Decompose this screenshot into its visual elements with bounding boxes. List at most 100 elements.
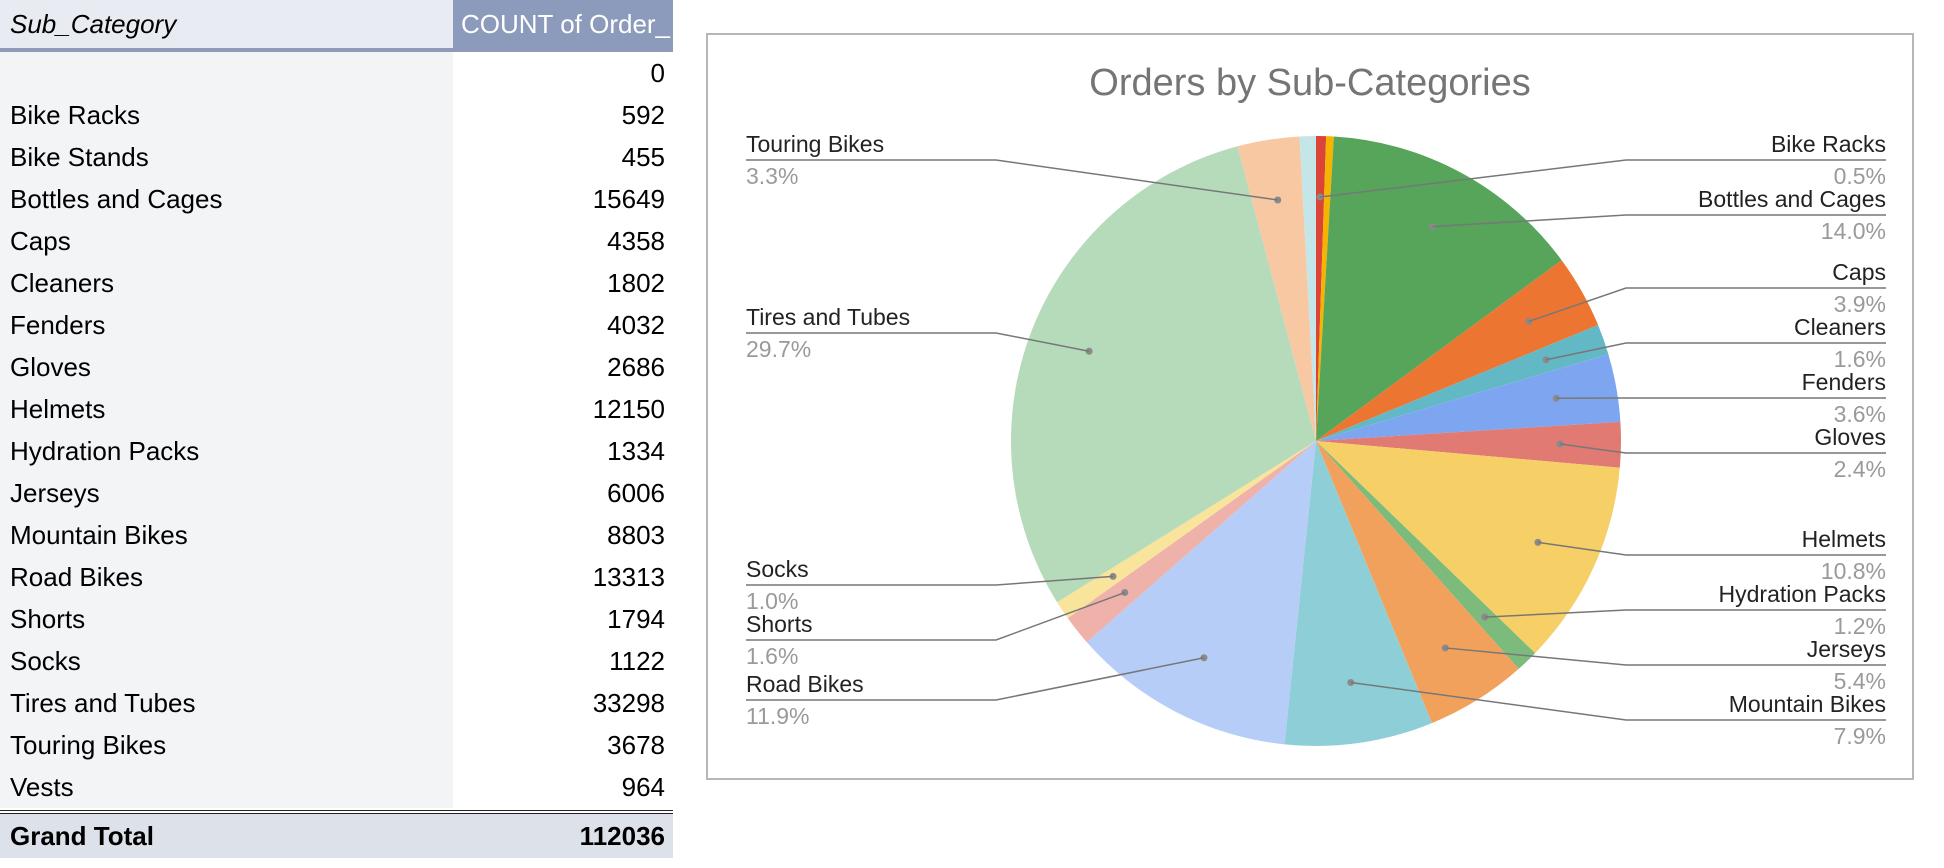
pie-slice-bike-stands[interactable]	[1316, 136, 1334, 442]
row-label-cell[interactable]: Socks	[0, 640, 453, 682]
header-count-of-order[interactable]: COUNT of Order_	[453, 0, 673, 48]
slice-label-name: Gloves	[1814, 424, 1886, 450]
row-label-cell[interactable]: Bike Stands	[0, 136, 453, 178]
slice-label-percent: 1.2%	[1834, 613, 1886, 639]
grand-total-label[interactable]: Grand Total	[0, 814, 453, 858]
slice-label-percent: 1.0%	[746, 588, 798, 614]
pie-slice-shorts[interactable]	[1067, 441, 1316, 643]
pie-slice-mountain-bikes[interactable]	[1284, 441, 1432, 746]
row-value-cell[interactable]: 1334	[453, 430, 673, 472]
leader-line	[1484, 609, 1886, 618]
leader-line	[1350, 681, 1886, 721]
leader-line	[746, 575, 1114, 586]
pie-slice-jerseys[interactable]	[1316, 441, 1519, 724]
row-label-cell[interactable]: Caps	[0, 220, 453, 262]
table-row: Mountain Bikes 8803	[0, 514, 673, 556]
pie-slice-fenders[interactable]	[1316, 354, 1621, 441]
leader-line	[1559, 443, 1886, 454]
pie-slice-bike-racks[interactable]	[1316, 136, 1327, 441]
pie-slice-gloves[interactable]	[1316, 421, 1622, 468]
row-value-cell[interactable]: 33298	[453, 682, 673, 724]
leader-dot	[1274, 196, 1282, 204]
slice-label-percent: 0.5%	[1834, 163, 1886, 189]
pie-slice-hydration-packs[interactable]	[1316, 441, 1536, 669]
slice-label-percent: 29.7%	[746, 336, 811, 362]
row-value-cell[interactable]: 964	[453, 766, 673, 808]
slice-label-name: Road Bikes	[746, 671, 864, 697]
table-row: Socks 1122	[0, 640, 673, 682]
leader-dot	[1121, 589, 1129, 597]
table-row: Shorts 1794	[0, 598, 673, 640]
row-value-cell[interactable]: 2686	[453, 346, 673, 388]
row-value-cell[interactable]: 4358	[453, 220, 673, 262]
row-label-cell[interactable]: Fenders	[0, 304, 453, 346]
pie-slice-vests[interactable]	[1299, 136, 1316, 441]
row-value-cell[interactable]: 1802	[453, 262, 673, 304]
row-value-cell[interactable]: 3678	[453, 724, 673, 766]
row-label-cell[interactable]: Helmets	[0, 388, 453, 430]
slice-label-percent: 5.4%	[1834, 668, 1886, 694]
slice-label-percent: 3.6%	[1834, 401, 1886, 427]
pie-slice-helmets[interactable]	[1316, 441, 1620, 654]
header-sub-category[interactable]: Sub_Category	[0, 0, 453, 48]
row-label-cell[interactable]: Bottles and Cages	[0, 178, 453, 220]
row-value-cell[interactable]: 455	[453, 136, 673, 178]
slice-label-name: Tires and Tubes	[746, 304, 910, 330]
leader-line	[746, 657, 1205, 701]
pie-slice-touring-bikes[interactable]	[1237, 136, 1316, 441]
slice-label-name: Socks	[746, 556, 809, 582]
slice-label-percent: 2.4%	[1834, 456, 1886, 482]
row-label-cell[interactable]: Touring Bikes	[0, 724, 453, 766]
row-value-cell[interactable]: 8803	[453, 514, 673, 556]
pie-slice-tires-and-tubes[interactable]	[1010, 146, 1316, 603]
row-label-cell[interactable]: Mountain Bikes	[0, 514, 453, 556]
row-value-cell[interactable]: 15649	[453, 178, 673, 220]
row-label-cell[interactable]: Tires and Tubes	[0, 682, 453, 724]
leader-line	[746, 591, 1126, 641]
slice-label-percent: 7.9%	[1834, 723, 1886, 749]
pivot-body: 0 Bike Racks 592 Bike Stands 455 Bottles and …	[0, 52, 673, 808]
pie-slice-caps[interactable]	[1316, 260, 1599, 441]
table-row: Tires and Tubes 33298	[0, 682, 673, 724]
slice-label-name: Jerseys	[1807, 636, 1886, 662]
row-label-cell[interactable]: Bike Racks	[0, 94, 453, 136]
leader-line	[746, 159, 1278, 201]
leader-dot	[1534, 538, 1542, 546]
grand-total-value[interactable]: 112036	[453, 814, 673, 858]
pie-chart[interactable]: Orders by Sub-Categories Bike Racks 0.5% B…	[706, 33, 1914, 780]
table-row: Cleaners 1802	[0, 262, 673, 304]
row-label-cell[interactable]: Hydration Packs	[0, 430, 453, 472]
row-value-cell[interactable]: 4032	[453, 304, 673, 346]
table-row: Bike Stands 455	[0, 136, 673, 178]
pie-slices	[1010, 136, 1622, 746]
slice-label-name: Cleaners	[1794, 314, 1886, 340]
leader-dot	[1525, 317, 1533, 325]
table-row: Road Bikes 13313	[0, 556, 673, 598]
table-row: Vests 964	[0, 766, 673, 808]
row-value-cell[interactable]: 1794	[453, 598, 673, 640]
pie-labels: Bike Racks 0.5%Bottles and Cages 14.0% Caps…	[746, 131, 1886, 749]
pie-slice-bottles-and-cages[interactable]	[1316, 136, 1562, 441]
leader-line	[746, 332, 1090, 352]
row-label-cell[interactable]: Cleaners	[0, 262, 453, 304]
leader-line	[1528, 287, 1886, 323]
row-value-cell[interactable]: 12150	[453, 388, 673, 430]
row-label-cell[interactable]: Road Bikes	[0, 556, 453, 598]
row-value-cell[interactable]: 1122	[453, 640, 673, 682]
row-value-cell[interactable]: 6006	[453, 472, 673, 514]
table-row: Bike Racks 592	[0, 94, 673, 136]
pie-slice-cleaners[interactable]	[1316, 325, 1609, 441]
row-value-cell[interactable]: 592	[453, 94, 673, 136]
pie-slice-road-bikes[interactable]	[1086, 441, 1316, 745]
row-label-cell[interactable]: Gloves	[0, 346, 453, 388]
row-value-cell[interactable]: 13313	[453, 556, 673, 598]
row-label-cell[interactable]	[0, 52, 453, 94]
pivot-header-row: Sub_Category COUNT of Order_	[0, 0, 673, 52]
slice-label-percent: 11.9%	[746, 703, 810, 729]
row-value-cell[interactable]: 0	[453, 52, 673, 94]
row-label-cell[interactable]: Shorts	[0, 598, 453, 640]
pie-slice-socks[interactable]	[1057, 441, 1316, 619]
row-label-cell[interactable]: Jerseys	[0, 472, 453, 514]
row-label-cell[interactable]: Vests	[0, 766, 453, 808]
slice-label-name: Caps	[1832, 259, 1886, 285]
